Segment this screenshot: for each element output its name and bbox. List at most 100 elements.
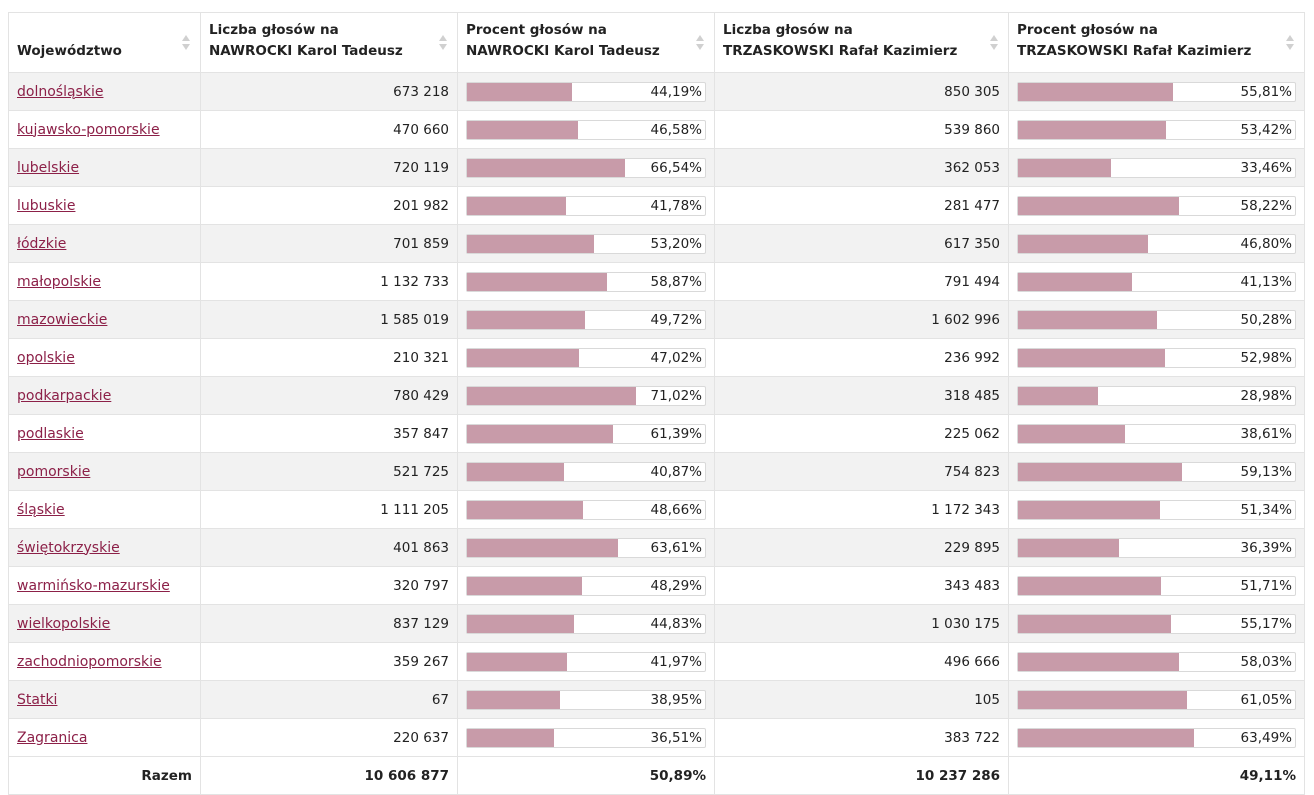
sort-icon[interactable] [1286,35,1294,51]
percent-value: 51,71% [1240,577,1292,594]
region-cell: zachodniopomorskie [8,642,201,681]
region-link[interactable]: Statki [17,691,58,708]
table-row: dolnośląskie 673 218 44,19% 850 305 55,81% [8,72,1305,111]
percent-bar: 55,17% [1017,613,1296,634]
nawrocki-percent-cell: 71,02% [457,376,715,415]
trzaskowski-votes-cell: 318 485 [714,376,1009,415]
percent-value: 51,34% [1240,501,1292,518]
percent-bar: 58,03% [1017,651,1296,672]
percent-value: 61,05% [1240,691,1292,708]
region-cell: Statki [8,680,201,719]
percent-bar: 58,87% [466,271,706,292]
trzaskowski-votes-cell: 236 992 [714,338,1009,377]
header-line1: Procent głosów na [1017,22,1158,38]
percent-value: 61,39% [650,425,702,442]
region-link[interactable]: podkarpackie [17,387,112,404]
sort-icon[interactable] [696,35,704,51]
region-link[interactable]: podlaskie [17,425,84,442]
column-header-trzaskowski-percent[interactable]: Procent głosów na TRZASKOWSKI Rafał Kazim… [1008,12,1305,73]
percent-bar: 33,46% [1017,157,1296,178]
percent-bar: 47,02% [466,347,706,368]
nawrocki-percent-cell: 61,39% [457,414,715,453]
column-header-nawrocki-votes[interactable]: Liczba głosów na NAWROCKI Karol Tadeusz [200,12,458,73]
region-link[interactable]: Zagranica [17,729,88,746]
region-cell: warmińsko-mazurskie [8,566,201,605]
region-link[interactable]: opolskie [17,349,75,366]
region-link[interactable]: wielkopolskie [17,615,111,632]
region-link[interactable]: śląskie [17,501,65,518]
total-nawrocki-percent: 50,89% [457,756,715,795]
region-link[interactable]: mazowieckie [17,311,108,328]
percent-value: 55,17% [1240,615,1292,632]
nawrocki-percent-cell: 49,72% [457,300,715,339]
table-row: lubelskie 720 119 66,54% 362 053 33,46% [8,148,1305,187]
percent-bar: 71,02% [466,385,706,406]
trzaskowski-percent-cell: 46,80% [1008,224,1305,263]
sort-icon[interactable] [182,35,190,51]
region-link[interactable]: lubuskie [17,197,76,214]
table-row: zachodniopomorskie 359 267 41,97% 496 666 58… [8,642,1305,681]
percent-value: 48,29% [650,577,702,594]
trzaskowski-percent-cell: 51,34% [1008,490,1305,529]
region-link[interactable]: łódzkie [17,235,67,252]
region-cell: dolnośląskie [8,72,201,111]
nawrocki-votes-cell: 67 [200,680,458,719]
percent-bar-fill [467,576,582,595]
percent-bar: 28,98% [1017,385,1296,406]
table-row: opolskie 210 321 47,02% 236 992 52,98% [8,338,1305,377]
percent-bar: 53,42% [1017,119,1296,140]
percent-bar: 36,39% [1017,537,1296,558]
region-link[interactable]: warmińsko-mazurskie [17,577,170,594]
percent-bar: 51,71% [1017,575,1296,596]
trzaskowski-votes-cell: 1 030 175 [714,604,1009,643]
percent-bar: 58,22% [1017,195,1296,216]
percent-value: 58,03% [1240,653,1292,670]
percent-bar: 66,54% [466,157,706,178]
table-row: kujawsko-pomorskie 470 660 46,58% 539 860 53… [8,110,1305,149]
sort-icon[interactable] [990,35,998,51]
percent-bar: 48,66% [466,499,706,520]
percent-bar-fill [467,310,586,329]
header-line1: Województwo [17,43,122,59]
percent-value: 41,97% [650,653,702,670]
percent-bar-fill [1018,386,1099,405]
nawrocki-votes-cell: 1 132 733 [200,262,458,301]
table-row: łódzkie 701 859 53,20% 617 350 46,80% [8,224,1305,263]
sort-icon[interactable] [439,35,447,51]
percent-bar-fill [467,196,567,215]
region-link[interactable]: świętokrzyskie [17,539,120,556]
percent-bar-fill [467,500,583,519]
percent-bar: 61,39% [466,423,706,444]
column-header-region[interactable]: Województwo [8,12,201,73]
region-link[interactable]: małopolskie [17,273,102,290]
column-header-nawrocki-percent[interactable]: Procent głosów na NAWROCKI Karol Tadeusz [457,12,715,73]
region-link[interactable]: kujawsko-pomorskie [17,121,160,138]
nawrocki-percent-cell: 46,58% [457,110,715,149]
total-row: Razem 10 606 877 50,89% 10 237 286 49,11… [8,756,1305,795]
region-link[interactable]: dolnośląskie [17,83,104,100]
trzaskowski-votes-cell: 1 602 996 [714,300,1009,339]
region-link[interactable]: zachodniopomorskie [17,653,162,670]
nawrocki-percent-cell: 58,87% [457,262,715,301]
column-header-trzaskowski-votes[interactable]: Liczba głosów na TRZASKOWSKI Rafał Kazimi… [714,12,1009,73]
percent-value: 53,20% [650,235,702,252]
region-cell: lubelskie [8,148,201,187]
trzaskowski-votes-cell: 229 895 [714,528,1009,567]
trzaskowski-percent-cell: 63,49% [1008,718,1305,757]
percent-value: 53,42% [1240,121,1292,138]
trzaskowski-votes-cell: 1 172 343 [714,490,1009,529]
header-line2: TRZASKOWSKI Rafał Kazimierz [1017,43,1252,59]
percent-value: 47,02% [650,349,702,366]
region-link[interactable]: pomorskie [17,463,91,480]
table-row: Zagranica 220 637 36,51% 383 722 63,49% [8,718,1305,757]
percent-bar-fill [1018,158,1111,177]
trzaskowski-votes-cell: 281 477 [714,186,1009,225]
percent-bar: 38,95% [466,689,706,710]
region-link[interactable]: lubelskie [17,159,80,176]
percent-bar: 46,80% [1017,233,1296,254]
percent-bar-fill [467,728,554,747]
table-row: świętokrzyskie 401 863 63,61% 229 895 36,39% [8,528,1305,567]
nawrocki-percent-cell: 63,61% [457,528,715,567]
percent-value: 36,51% [650,729,702,746]
percent-bar-fill [467,120,578,139]
